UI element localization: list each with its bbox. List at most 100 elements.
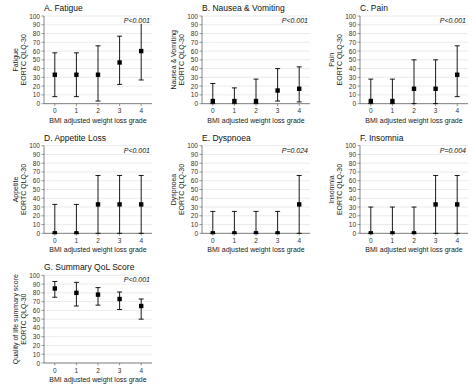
grid-line	[44, 284, 152, 285]
y-tick	[42, 215, 45, 216]
y-tick-label: 100	[29, 13, 40, 20]
y-tick	[200, 189, 203, 190]
y-axis-label: Quality of life summary scoreEORTC QLQ-3…	[12, 274, 28, 364]
error-bar-cap	[74, 306, 79, 307]
y-tick	[200, 171, 203, 172]
error-bar	[74, 204, 79, 233]
x-tick-label: 1	[75, 367, 79, 374]
y-tick	[358, 145, 361, 146]
x-tick-label: 3	[118, 367, 122, 374]
y-axis-label-line: Appetite	[12, 177, 20, 203]
y-tick	[200, 215, 203, 216]
x-tick-label: 2	[96, 367, 100, 374]
error-bar	[139, 22, 144, 80]
y-tick-label: 20	[349, 212, 357, 219]
y-tick-label: 70	[349, 168, 357, 175]
panel: 010203040506070809010001234D. Appetite L…	[12, 133, 152, 255]
error-bar-cap	[139, 319, 144, 320]
marker	[74, 73, 78, 77]
y-tick-label: 10	[33, 221, 41, 228]
error-bar-cap	[96, 175, 101, 176]
annotation: P<0.001	[124, 147, 150, 154]
y-tick	[200, 233, 203, 234]
y-tick	[42, 171, 45, 172]
error-bar-cap	[96, 101, 101, 102]
error-bar	[139, 299, 144, 319]
x-tick	[76, 363, 77, 366]
error-bar-cap	[52, 281, 57, 282]
grid-line	[360, 59, 468, 60]
grid-line	[360, 103, 468, 104]
y-tick-label: 0	[194, 100, 198, 107]
error-bar-stem	[435, 60, 436, 104]
error-bar-stem	[299, 67, 300, 102]
y-tick-label: 10	[33, 91, 41, 98]
y-tick	[42, 354, 45, 355]
error-bar	[210, 211, 215, 233]
x-tick-label: 3	[276, 107, 280, 114]
x-axis-label: BMI adjusted weight loss grade	[49, 117, 146, 125]
marker	[211, 99, 215, 103]
marker	[96, 73, 100, 77]
error-bar-cap	[74, 96, 79, 97]
error-bar-stem	[54, 204, 55, 233]
error-bar-cap	[96, 305, 101, 306]
x-tick-label: 1	[233, 107, 237, 114]
y-tick-label: 100	[187, 13, 198, 20]
marker	[369, 99, 373, 103]
y-tick-label: 80	[349, 160, 357, 167]
panel: 010203040506070809010001234G. Summary Qo…	[12, 262, 152, 384]
marker	[455, 202, 459, 206]
y-tick-label: 100	[29, 142, 40, 149]
y-axis-label: DyspnoeaEORTC QLQ-30	[170, 164, 186, 215]
y-axis-label-line: Pain	[328, 53, 335, 67]
grid-line	[360, 42, 468, 43]
y-tick	[42, 77, 45, 78]
y-tick	[42, 292, 45, 293]
y-tick	[200, 198, 203, 199]
figure: 010203040506070809010001234A. FatigueBMI…	[0, 0, 474, 389]
y-tick	[200, 16, 203, 17]
error-bar-cap	[139, 79, 144, 80]
grid-line	[44, 327, 152, 328]
error-bar-stem	[234, 211, 235, 233]
error-bar-cap	[368, 79, 373, 80]
y-tick	[358, 42, 361, 43]
marker	[232, 99, 236, 103]
marks	[52, 22, 143, 101]
error-bar-cap	[368, 103, 373, 104]
grid-line	[202, 33, 310, 34]
y-tick-label: 60	[349, 48, 357, 55]
error-bar	[455, 175, 460, 233]
x-tick-label: 0	[369, 107, 373, 114]
error-bar	[232, 211, 237, 233]
error-bar-cap	[210, 83, 215, 84]
grid-line	[360, 33, 468, 34]
y-tick-label: 70	[33, 298, 41, 305]
y-tick	[42, 154, 45, 155]
marker	[433, 202, 437, 206]
x-tick-label: 2	[412, 237, 416, 244]
y-tick-label: 80	[191, 160, 199, 167]
x-axis-line	[44, 363, 152, 364]
y-tick-label: 60	[33, 48, 41, 55]
y-tick	[42, 336, 45, 337]
y-tick-label: 20	[33, 342, 41, 349]
x-tick-label: 2	[412, 107, 416, 114]
error-bar-stem	[414, 60, 415, 104]
y-tick-label: 90	[33, 151, 41, 158]
y-tick-label: 30	[349, 204, 357, 211]
marker	[139, 304, 143, 308]
error-bar-cap	[139, 233, 144, 234]
y-tick	[358, 180, 361, 181]
y-tick-label: 90	[33, 21, 41, 28]
y-tick-label: 90	[33, 281, 41, 288]
y-tick	[42, 16, 45, 17]
y-tick-label: 40	[33, 324, 41, 331]
y-tick-label: 50	[33, 186, 41, 193]
error-bar-cap	[96, 45, 101, 46]
y-axis-label-line: Quality of life summary score	[12, 274, 20, 364]
marker	[53, 231, 57, 234]
x-tick	[98, 363, 99, 366]
error-bar-cap	[117, 291, 122, 292]
